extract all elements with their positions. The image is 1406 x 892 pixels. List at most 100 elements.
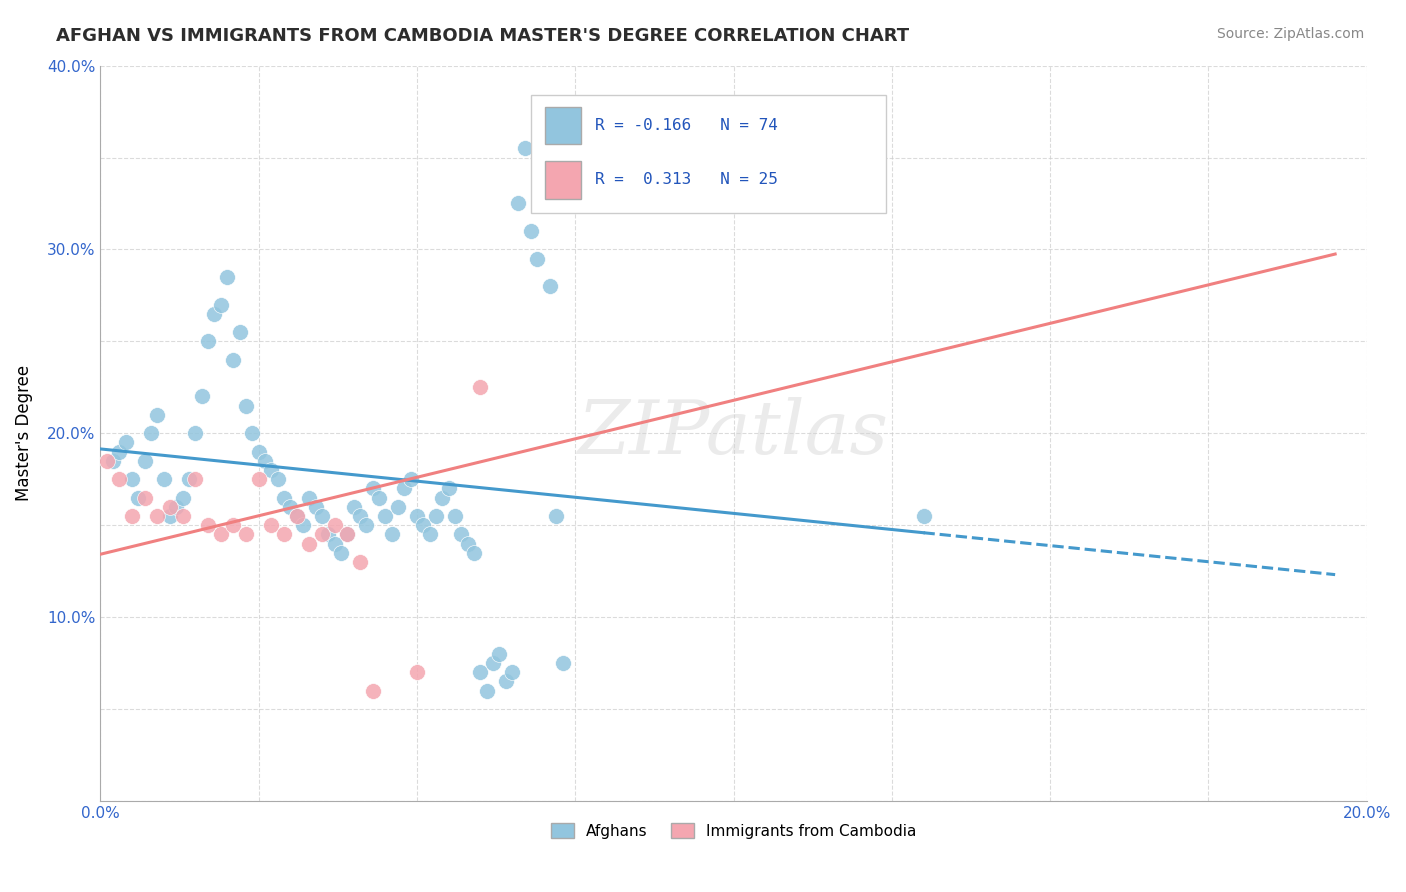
- Point: [235, 527, 257, 541]
- Point: [177, 472, 200, 486]
- Point: [298, 491, 321, 505]
- Point: [912, 508, 935, 523]
- Point: [361, 482, 384, 496]
- Point: [172, 491, 194, 505]
- Point: [96, 454, 118, 468]
- Point: [298, 536, 321, 550]
- Point: [546, 508, 568, 523]
- Point: [108, 472, 131, 486]
- Point: [253, 454, 276, 468]
- Point: [209, 527, 232, 541]
- Point: [470, 380, 492, 394]
- Point: [316, 527, 339, 541]
- Point: [457, 536, 479, 550]
- Point: [266, 472, 288, 486]
- Point: [508, 196, 530, 211]
- Point: [197, 334, 219, 349]
- Point: [114, 435, 136, 450]
- Point: [165, 500, 187, 514]
- Point: [406, 508, 429, 523]
- Point: [184, 472, 207, 486]
- Point: [501, 665, 523, 680]
- Point: [374, 508, 396, 523]
- Text: ZIPatlas: ZIPatlas: [578, 397, 889, 469]
- Point: [349, 555, 371, 569]
- Point: [235, 399, 257, 413]
- Point: [380, 527, 402, 541]
- Point: [349, 508, 371, 523]
- Point: [329, 546, 352, 560]
- Point: [311, 508, 333, 523]
- Point: [336, 527, 359, 541]
- Point: [526, 252, 548, 266]
- Point: [387, 500, 409, 514]
- Point: [146, 408, 169, 422]
- Point: [108, 444, 131, 458]
- Point: [184, 426, 207, 441]
- Point: [278, 500, 301, 514]
- Point: [354, 518, 377, 533]
- Point: [437, 482, 460, 496]
- Point: [260, 518, 283, 533]
- Point: [240, 426, 263, 441]
- Point: [551, 656, 574, 670]
- Point: [412, 518, 434, 533]
- Point: [209, 297, 232, 311]
- Point: [538, 279, 561, 293]
- Point: [475, 683, 498, 698]
- Point: [202, 307, 225, 321]
- Point: [273, 491, 295, 505]
- Point: [311, 527, 333, 541]
- Point: [450, 527, 472, 541]
- Point: [488, 647, 510, 661]
- Point: [367, 491, 389, 505]
- Text: AFGHAN VS IMMIGRANTS FROM CAMBODIA MASTER'S DEGREE CORRELATION CHART: AFGHAN VS IMMIGRANTS FROM CAMBODIA MASTE…: [56, 27, 910, 45]
- Y-axis label: Master's Degree: Master's Degree: [15, 365, 32, 501]
- Point: [222, 518, 245, 533]
- Point: [190, 389, 212, 403]
- Point: [101, 454, 124, 468]
- Point: [247, 472, 270, 486]
- Point: [513, 141, 536, 155]
- Point: [342, 500, 364, 514]
- Point: [399, 472, 422, 486]
- Text: Source: ZipAtlas.com: Source: ZipAtlas.com: [1216, 27, 1364, 41]
- Point: [419, 527, 441, 541]
- Point: [247, 444, 270, 458]
- Point: [463, 546, 485, 560]
- Point: [520, 224, 543, 238]
- Point: [273, 527, 295, 541]
- Point: [139, 426, 162, 441]
- Point: [159, 508, 181, 523]
- Point: [127, 491, 149, 505]
- Point: [215, 270, 238, 285]
- Point: [406, 665, 429, 680]
- Point: [146, 508, 169, 523]
- Point: [495, 674, 517, 689]
- Point: [336, 527, 359, 541]
- Point: [152, 472, 174, 486]
- Point: [285, 508, 308, 523]
- Point: [172, 508, 194, 523]
- Point: [432, 491, 454, 505]
- Point: [260, 463, 283, 477]
- Point: [323, 536, 346, 550]
- Point: [121, 508, 143, 523]
- Point: [121, 472, 143, 486]
- Point: [134, 454, 156, 468]
- Point: [222, 352, 245, 367]
- Point: [444, 508, 467, 523]
- Point: [425, 508, 447, 523]
- Legend: Afghans, Immigrants from Cambodia: Afghans, Immigrants from Cambodia: [544, 816, 922, 845]
- Point: [304, 500, 326, 514]
- Point: [533, 141, 555, 155]
- Point: [134, 491, 156, 505]
- Point: [470, 665, 492, 680]
- Point: [197, 518, 219, 533]
- Point: [159, 500, 181, 514]
- Point: [723, 187, 745, 202]
- Point: [392, 482, 416, 496]
- Point: [323, 518, 346, 533]
- Point: [361, 683, 384, 698]
- Point: [482, 656, 505, 670]
